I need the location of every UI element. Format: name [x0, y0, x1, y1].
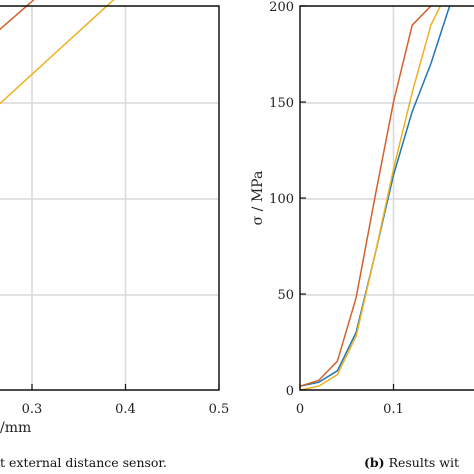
x-ticks-a: 0.3 0.4 0.5 [22, 384, 230, 417]
series-lines-b [299, 5, 451, 391]
caption-b-text: Results wit [389, 455, 459, 470]
x-ticks-b: 0 0.1 [296, 384, 404, 417]
series-line-1 [0, 0, 79, 32]
caption-b-label: (b) [364, 455, 385, 470]
grid-a [0, 5, 220, 390]
series-line-2 [299, 5, 432, 387]
series-line-3 [299, 5, 441, 391]
y-axis-label-b: σ / MPa [250, 171, 266, 226]
x-tick-label: 0.1 [383, 402, 404, 417]
x-tick-label: 0.4 [115, 402, 136, 417]
caption-b: (b) Results wit [364, 455, 459, 470]
y-tick-label: 0 [286, 384, 294, 399]
series-line-2 [0, 0, 35, 31]
plot-frame-a [0, 5, 220, 391]
y-tick-label: 150 [269, 96, 294, 111]
y-tick-label: 200 [269, 0, 294, 15]
series-lines-a [0, 0, 115, 105]
y-tick-label: 50 [277, 288, 294, 303]
y-tick-label: 100 [269, 192, 294, 207]
x-tick-label: 0.5 [209, 402, 230, 417]
caption-a: t external distance sensor. [0, 455, 167, 470]
x-tick-label: 0.3 [22, 402, 43, 417]
series-line-3 [0, 0, 115, 105]
y-ticks-b: 0 50 100 150 200 [269, 0, 306, 399]
panel-a: 0.3 0.4 0.5 /mm t external distance sensor… [0, 0, 229, 470]
x-axis-label-a: /mm [0, 420, 31, 436]
x-tick-label: 0 [296, 402, 304, 417]
